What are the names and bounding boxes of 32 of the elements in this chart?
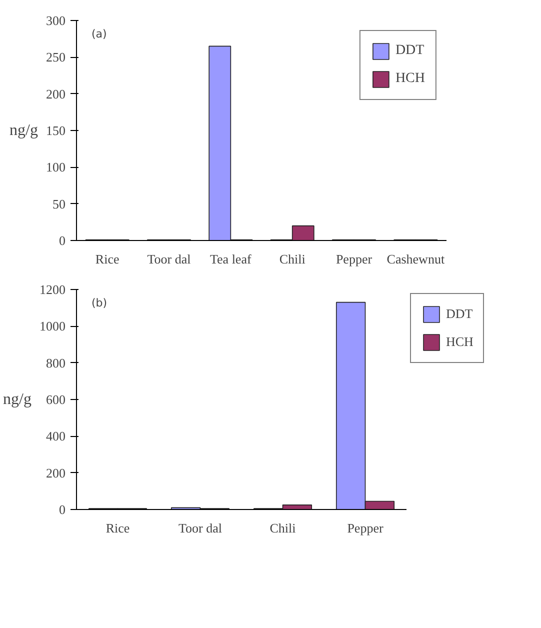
x-tick-label: Toor dal — [178, 520, 222, 536]
x-tick-label: Pepper — [336, 252, 373, 266]
y-axis-title: ng/g — [3, 391, 32, 408]
x-tick-label: Rice — [95, 252, 120, 266]
annotation: (b) — [92, 296, 108, 310]
y-tick-label: 800 — [46, 355, 66, 370]
x-tick-label: Rice — [106, 520, 130, 536]
y-tick-label: 300 — [46, 13, 66, 28]
legend-label: HCH — [446, 334, 474, 350]
x-tick-label: Cashewnut — [386, 252, 445, 266]
y-tick-label: 50 — [52, 196, 66, 212]
y-tick-label: 100 — [46, 160, 66, 175]
legend-label: DDT — [395, 43, 424, 59]
y-tick-label: 200 — [46, 465, 66, 480]
annotation: (a) — [92, 28, 107, 40]
y-tick-label: 200 — [46, 86, 66, 102]
x-tick-label: Chili — [270, 520, 296, 536]
x-tick-label: Chili — [279, 252, 306, 266]
x-tick-label: Pepper — [347, 520, 384, 536]
y-tick-label: 600 — [46, 392, 66, 407]
y-tick-label: 1000 — [40, 318, 66, 334]
x-tick-label: Tea leaf — [210, 252, 252, 266]
y-tick-label: 250 — [46, 50, 66, 65]
legend-label: HCH — [395, 71, 425, 87]
y-tick-label: 1200 — [40, 282, 66, 297]
y-tick-label: 400 — [46, 428, 66, 444]
x-tick-label: Toor dal — [147, 252, 192, 266]
y-tick-label: 150 — [46, 123, 66, 138]
y-tick-label: 0 — [59, 502, 66, 517]
y-axis-title: ng/g — [10, 122, 38, 139]
y-tick-label: 0 — [59, 233, 66, 248]
legend-label: DDT — [446, 306, 473, 322]
